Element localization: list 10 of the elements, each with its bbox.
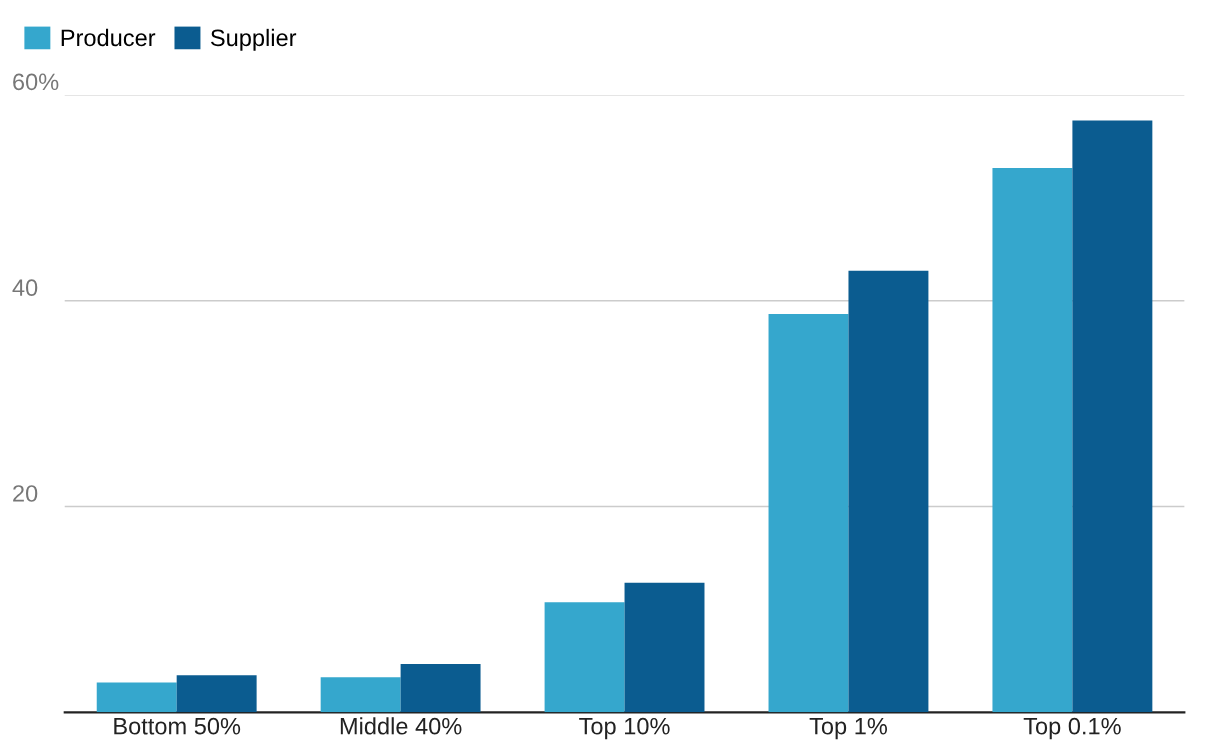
x-tick-label: Top 10% xyxy=(579,717,670,740)
x-tick-label: Middle 40% xyxy=(340,717,462,735)
y-tick-label: 40 xyxy=(12,279,38,297)
x-tick-label: Top 1% xyxy=(809,717,888,740)
y-tick-label: 60% xyxy=(13,73,59,91)
legend-label: Supplier xyxy=(210,28,297,51)
x-tick-label: Bottom 50% xyxy=(114,717,241,735)
x-tick-label: Top 0.1% xyxy=(1023,717,1121,740)
y-tick-label: 20 xyxy=(13,485,38,502)
legend-label: Producer xyxy=(61,28,156,47)
